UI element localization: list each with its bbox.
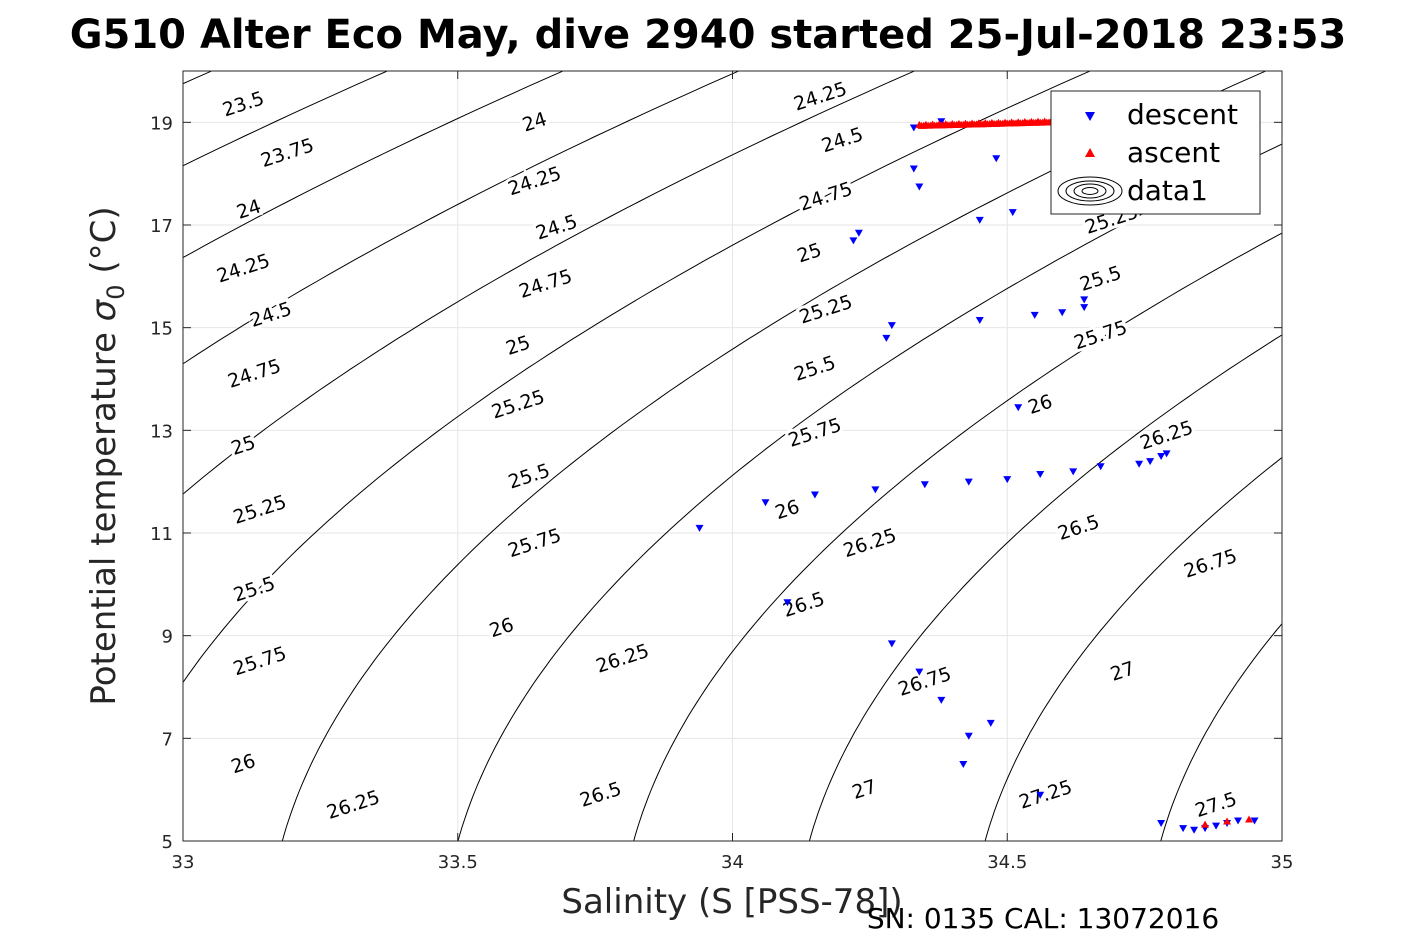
descent-point xyxy=(992,155,1001,163)
legend-descent-label: descent xyxy=(1127,98,1238,131)
x-tick-label: 35 xyxy=(1271,852,1294,873)
descent-point xyxy=(1157,820,1166,828)
legend-ascent-label: ascent xyxy=(1127,136,1220,169)
descent-point xyxy=(882,334,891,342)
descent-point xyxy=(1014,404,1023,412)
legend-descent-marker xyxy=(1085,112,1095,121)
descent-point xyxy=(761,499,770,507)
descent-point xyxy=(871,486,880,494)
descent-point xyxy=(915,668,924,676)
descent-point xyxy=(1190,826,1199,834)
descent-point xyxy=(1234,817,1243,825)
descent-point xyxy=(964,478,973,486)
contour-line xyxy=(984,456,1282,841)
descent-point xyxy=(810,491,819,499)
descent-point xyxy=(964,732,973,740)
descent-point xyxy=(1135,460,1144,468)
contour-line xyxy=(183,71,389,167)
y-tick-label: 15 xyxy=(150,319,173,340)
axis-ticks: 33 33.5 34 34.5 35 5 7 9 11 13 15 17 19 xyxy=(150,71,1293,873)
x-axis-label: Salinity (S [PSS-78]) xyxy=(561,882,902,922)
legend-ascent-marker xyxy=(1085,148,1095,157)
x-tick-label: 33.5 xyxy=(438,852,478,873)
y-tick-label: 9 xyxy=(162,627,173,648)
descent-point xyxy=(1069,468,1078,476)
descent-point xyxy=(915,183,924,191)
descent-point xyxy=(1157,453,1166,460)
descent-point xyxy=(1080,296,1089,304)
y-tick-label: 7 xyxy=(162,729,173,750)
contour-line xyxy=(183,71,916,495)
descent-point xyxy=(937,696,946,704)
descent-point xyxy=(1146,458,1155,466)
descent-point xyxy=(1096,463,1105,471)
figure-title: G510 Alter Eco May, dive 2940 started 25… xyxy=(70,12,1347,58)
descent-point xyxy=(1212,822,1221,830)
ascent-point xyxy=(1223,817,1232,825)
legend-data1-marker xyxy=(1057,176,1123,206)
descent-point xyxy=(887,322,896,330)
data-points xyxy=(695,117,1259,834)
descent-point xyxy=(1162,450,1171,458)
descent-point xyxy=(1030,311,1039,319)
contour-line xyxy=(183,71,565,259)
ascent-point xyxy=(1245,815,1254,823)
contour-line xyxy=(1160,622,1282,841)
descent-point xyxy=(1179,825,1188,833)
descent-point xyxy=(783,599,792,607)
descent-point xyxy=(1003,476,1012,484)
descent-point xyxy=(695,524,704,532)
y-tick-label: 5 xyxy=(162,832,173,853)
x-tick-label: 34.5 xyxy=(987,852,1027,873)
y-tick-label: 17 xyxy=(150,216,173,237)
x-tick-label: 33 xyxy=(172,852,195,873)
y-axis-label: Potential temperature σ0 (°C) xyxy=(84,206,130,705)
descent-point xyxy=(1008,209,1017,217)
y-tick-label: 11 xyxy=(150,524,173,545)
descent-point xyxy=(920,481,929,489)
descent-point xyxy=(1250,817,1259,825)
contour-line xyxy=(183,71,1092,684)
legend: descent ascent data1 xyxy=(1050,90,1261,215)
legend-data1-label: data1 xyxy=(1127,174,1208,207)
descent-point xyxy=(986,719,995,727)
calibration-footer: SN: 0135 CAL: 13072016 xyxy=(867,902,1219,935)
descent-point xyxy=(959,761,968,768)
descent-point xyxy=(1080,304,1089,312)
descent-point xyxy=(1036,791,1045,799)
contour-line xyxy=(808,334,1282,841)
descent-point xyxy=(909,124,918,132)
y-tick-label: 19 xyxy=(150,113,173,134)
descent-point xyxy=(975,216,984,224)
descent-point xyxy=(849,237,858,245)
descent-point xyxy=(1058,309,1067,317)
descent-point xyxy=(887,640,896,648)
ascent-point xyxy=(1201,820,1210,828)
descent-point xyxy=(1036,470,1045,478)
y-tick-label: 13 xyxy=(150,421,173,442)
descent-point xyxy=(854,229,863,237)
descent-point xyxy=(909,165,918,173)
contour-line xyxy=(183,71,741,365)
descent-point xyxy=(975,316,984,324)
x-tick-label: 34 xyxy=(721,852,744,873)
contour-line xyxy=(633,232,1282,841)
